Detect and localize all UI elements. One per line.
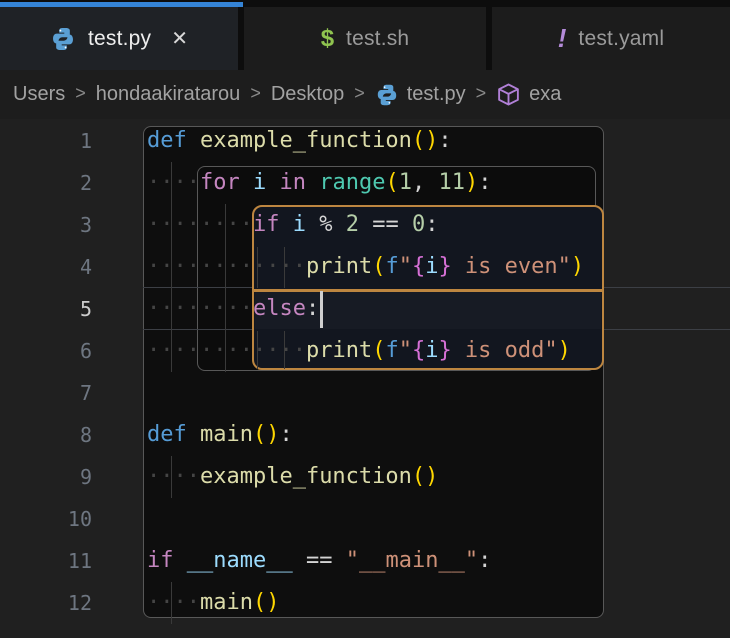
indent-guide bbox=[284, 331, 285, 369]
tab-label: test.py bbox=[87, 26, 152, 50]
chevron-right-icon: > bbox=[75, 83, 86, 103]
chevron-right-icon: > bbox=[250, 83, 261, 103]
code-line-2[interactable]: 2 ····for i in range(1, 11): bbox=[0, 162, 730, 204]
line-number[interactable]: 12 bbox=[67, 591, 92, 615]
breadcrumb-segment-users[interactable]: Users bbox=[13, 83, 66, 105]
line-number[interactable]: 1 bbox=[79, 129, 92, 153]
python-icon bbox=[50, 26, 76, 52]
code-line-1[interactable]: 1 def example_function(): bbox=[0, 120, 730, 162]
line-number[interactable]: 2 bbox=[79, 171, 92, 195]
code-text: ············print(f"{i} is odd") bbox=[147, 338, 571, 363]
symbol-method-cube-icon bbox=[496, 82, 521, 107]
breadcrumb-symbol[interactable]: exa bbox=[529, 83, 562, 105]
indent-guide bbox=[257, 247, 258, 288]
code-line-5[interactable]: 5 ········else: bbox=[0, 288, 730, 330]
yaml-icon: ! bbox=[557, 23, 567, 53]
indent-guide bbox=[171, 456, 172, 498]
code-text: def main(): bbox=[147, 422, 293, 447]
indent-guide bbox=[171, 582, 172, 624]
code-line-10[interactable]: 10 bbox=[0, 498, 730, 540]
tab-test-sh[interactable]: $ test.sh bbox=[244, 7, 486, 70]
code-lines: 1 def example_function(): 2 ····for i in ra… bbox=[0, 120, 730, 624]
scope-rect-if-else bbox=[252, 205, 604, 370]
breadcrumb-segment-desktop[interactable]: Desktop bbox=[270, 83, 345, 105]
line-number[interactable]: 3 bbox=[79, 213, 92, 237]
shell-icon: $ bbox=[320, 24, 335, 52]
breadcrumb: Users > hondaakiratarou > Desktop > test… bbox=[0, 70, 730, 119]
python-icon bbox=[375, 83, 399, 107]
indent-guide bbox=[284, 247, 285, 288]
code-line-12[interactable]: 12 ····main() bbox=[0, 582, 730, 624]
line-number[interactable]: 6 bbox=[79, 339, 92, 363]
tab-test-py[interactable]: test.py ✕ bbox=[0, 7, 238, 70]
line-number[interactable]: 7 bbox=[79, 381, 92, 405]
code-line-11[interactable]: 11 if __name__ == "__main__": bbox=[0, 540, 730, 582]
active-tab-accent-bar bbox=[0, 2, 243, 7]
chevron-right-icon: > bbox=[475, 83, 487, 103]
close-icon[interactable]: ✕ bbox=[171, 28, 189, 50]
code-line-3[interactable]: 3 ········if i % 2 == 0: bbox=[0, 204, 730, 246]
code-text: ····main() bbox=[147, 590, 280, 615]
code-text bbox=[118, 498, 147, 540]
code-text: ····for i in range(1, 11): bbox=[147, 170, 492, 195]
line-number[interactable]: 11 bbox=[67, 549, 92, 573]
line-number[interactable]: 8 bbox=[79, 423, 92, 447]
tab-label: test.sh bbox=[346, 26, 410, 50]
code-text: if __name__ == "__main__": bbox=[147, 548, 492, 573]
indent-guide bbox=[257, 331, 258, 369]
breadcrumb-file[interactable]: test.py bbox=[406, 83, 466, 105]
code-text: ········else: bbox=[147, 296, 320, 321]
line-number[interactable]: 4 bbox=[79, 255, 92, 279]
code-editor[interactable]: 1 def example_function(): 2 ····for i in ra… bbox=[0, 119, 730, 638]
line-number[interactable]: 10 bbox=[67, 507, 92, 531]
tab-label: test.yaml bbox=[578, 26, 665, 50]
current-line-highlight bbox=[255, 292, 601, 329]
tab-bar: test.py ✕ $ test.sh ! test.yaml bbox=[0, 0, 730, 70]
breadcrumb-segment-home[interactable]: hondaakiratarou bbox=[95, 83, 241, 105]
chevron-right-icon: > bbox=[354, 83, 365, 103]
code-line-4[interactable]: 4 ············print(f"{i} is even") bbox=[0, 246, 730, 288]
line-number[interactable]: 5 bbox=[79, 297, 92, 321]
indent-guide bbox=[225, 204, 226, 372]
code-text: ····example_function() bbox=[147, 464, 439, 489]
code-line-7[interactable]: 7 bbox=[0, 372, 730, 414]
code-line-9[interactable]: 9 ····example_function() bbox=[0, 456, 730, 498]
code-line-6[interactable]: 6 ············print(f"{i} is odd") bbox=[0, 330, 730, 372]
code-text: ············print(f"{i} is even") bbox=[147, 254, 585, 279]
code-text: ········if i % 2 == 0: bbox=[147, 212, 439, 237]
tab-test-yaml[interactable]: ! test.yaml bbox=[492, 7, 730, 70]
indent-guide bbox=[171, 162, 172, 372]
code-line-8[interactable]: 8 def main(): bbox=[0, 414, 730, 456]
text-cursor bbox=[320, 291, 323, 328]
code-text: def example_function(): bbox=[147, 128, 452, 153]
code-text bbox=[118, 372, 147, 414]
if-else-divider bbox=[252, 289, 604, 292]
line-number[interactable]: 9 bbox=[79, 465, 92, 489]
